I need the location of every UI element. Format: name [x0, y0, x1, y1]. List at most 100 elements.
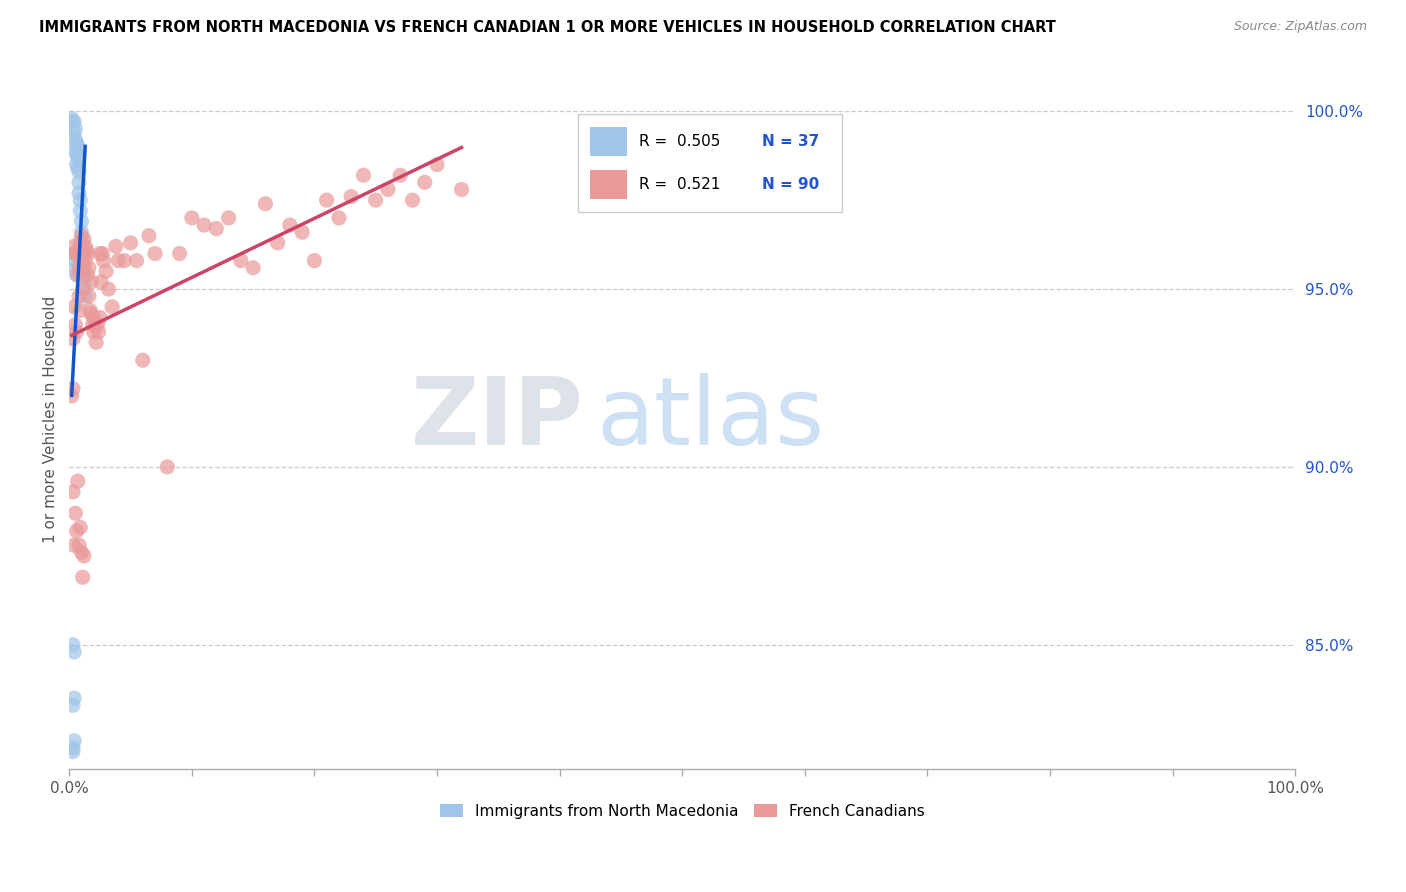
Text: R =  0.505: R = 0.505	[640, 134, 721, 149]
Point	[66, 161, 89, 175]
Point	[62, 246, 84, 260]
Point	[94, 264, 117, 278]
Point	[291, 225, 314, 239]
Point	[63, 300, 86, 314]
Point	[70, 228, 93, 243]
FancyBboxPatch shape	[591, 170, 627, 200]
Point	[101, 300, 124, 314]
Point	[328, 211, 350, 225]
Point	[84, 318, 107, 332]
Point	[156, 459, 179, 474]
Point	[65, 122, 87, 136]
Point	[60, 389, 83, 403]
Point	[426, 157, 449, 171]
Point	[63, 115, 86, 129]
Point	[62, 484, 84, 499]
Point	[62, 382, 84, 396]
Point	[82, 318, 104, 332]
Point	[70, 225, 93, 239]
Point	[73, 268, 96, 282]
Point	[66, 140, 89, 154]
Point	[65, 246, 87, 260]
Point	[65, 268, 87, 282]
Point	[401, 193, 423, 207]
Point	[132, 353, 155, 368]
Text: N = 90: N = 90	[762, 178, 820, 192]
Point	[66, 151, 89, 165]
Point	[242, 260, 264, 275]
Point	[75, 243, 97, 257]
Point	[65, 147, 87, 161]
Point	[63, 691, 86, 706]
Point	[70, 545, 93, 559]
Point	[65, 318, 87, 332]
Point	[73, 278, 96, 293]
Point	[79, 303, 101, 318]
Point	[67, 186, 90, 200]
Point	[67, 260, 90, 275]
Point	[120, 235, 142, 250]
Point	[63, 126, 86, 140]
Point	[67, 175, 90, 189]
Point	[65, 260, 87, 275]
Point	[67, 164, 90, 178]
Point	[66, 268, 89, 282]
Point	[65, 325, 87, 339]
Point	[63, 734, 86, 748]
Point	[304, 253, 326, 268]
Point	[65, 136, 87, 151]
Point	[76, 246, 98, 260]
Point	[107, 253, 129, 268]
Text: IMMIGRANTS FROM NORTH MACEDONIA VS FRENCH CANADIAN 1 OR MORE VEHICLES IN HOUSEHO: IMMIGRANTS FROM NORTH MACEDONIA VS FRENC…	[39, 20, 1056, 35]
Y-axis label: 1 or more Vehicles in Household: 1 or more Vehicles in Household	[44, 295, 58, 542]
Point	[63, 645, 86, 659]
Point	[73, 260, 96, 275]
Point	[69, 203, 91, 218]
Point	[70, 253, 93, 268]
Point	[75, 239, 97, 253]
Point	[229, 253, 252, 268]
Point	[76, 268, 98, 282]
Point	[75, 289, 97, 303]
Point	[75, 253, 97, 268]
Point	[77, 260, 100, 275]
Point	[278, 218, 301, 232]
Point	[72, 257, 94, 271]
Point	[86, 318, 108, 332]
Point	[93, 253, 115, 268]
Point	[91, 246, 114, 260]
Point	[62, 115, 84, 129]
Point	[315, 193, 337, 207]
Text: R =  0.521: R = 0.521	[640, 178, 721, 192]
Point	[254, 196, 277, 211]
Point	[389, 168, 412, 182]
Point	[83, 325, 105, 339]
Point	[72, 282, 94, 296]
Point	[84, 335, 107, 350]
Point	[138, 228, 160, 243]
Point	[89, 246, 111, 260]
Point	[70, 235, 93, 250]
Point	[80, 307, 103, 321]
Point	[180, 211, 202, 225]
Text: Source: ZipAtlas.com: Source: ZipAtlas.com	[1233, 20, 1367, 33]
Point	[66, 246, 89, 260]
Point	[63, 253, 86, 268]
Point	[65, 144, 87, 158]
Point	[66, 474, 89, 488]
Point	[89, 310, 111, 325]
Point	[69, 520, 91, 534]
Point	[65, 133, 87, 147]
Point	[450, 182, 472, 196]
Point	[218, 211, 240, 225]
Point	[73, 549, 96, 563]
Point	[62, 698, 84, 713]
Point	[143, 246, 166, 260]
Point	[60, 112, 83, 126]
Point	[62, 741, 84, 756]
Point	[65, 524, 87, 538]
Point	[63, 239, 86, 253]
Point	[62, 332, 84, 346]
Point	[70, 214, 93, 228]
Point	[67, 538, 90, 552]
